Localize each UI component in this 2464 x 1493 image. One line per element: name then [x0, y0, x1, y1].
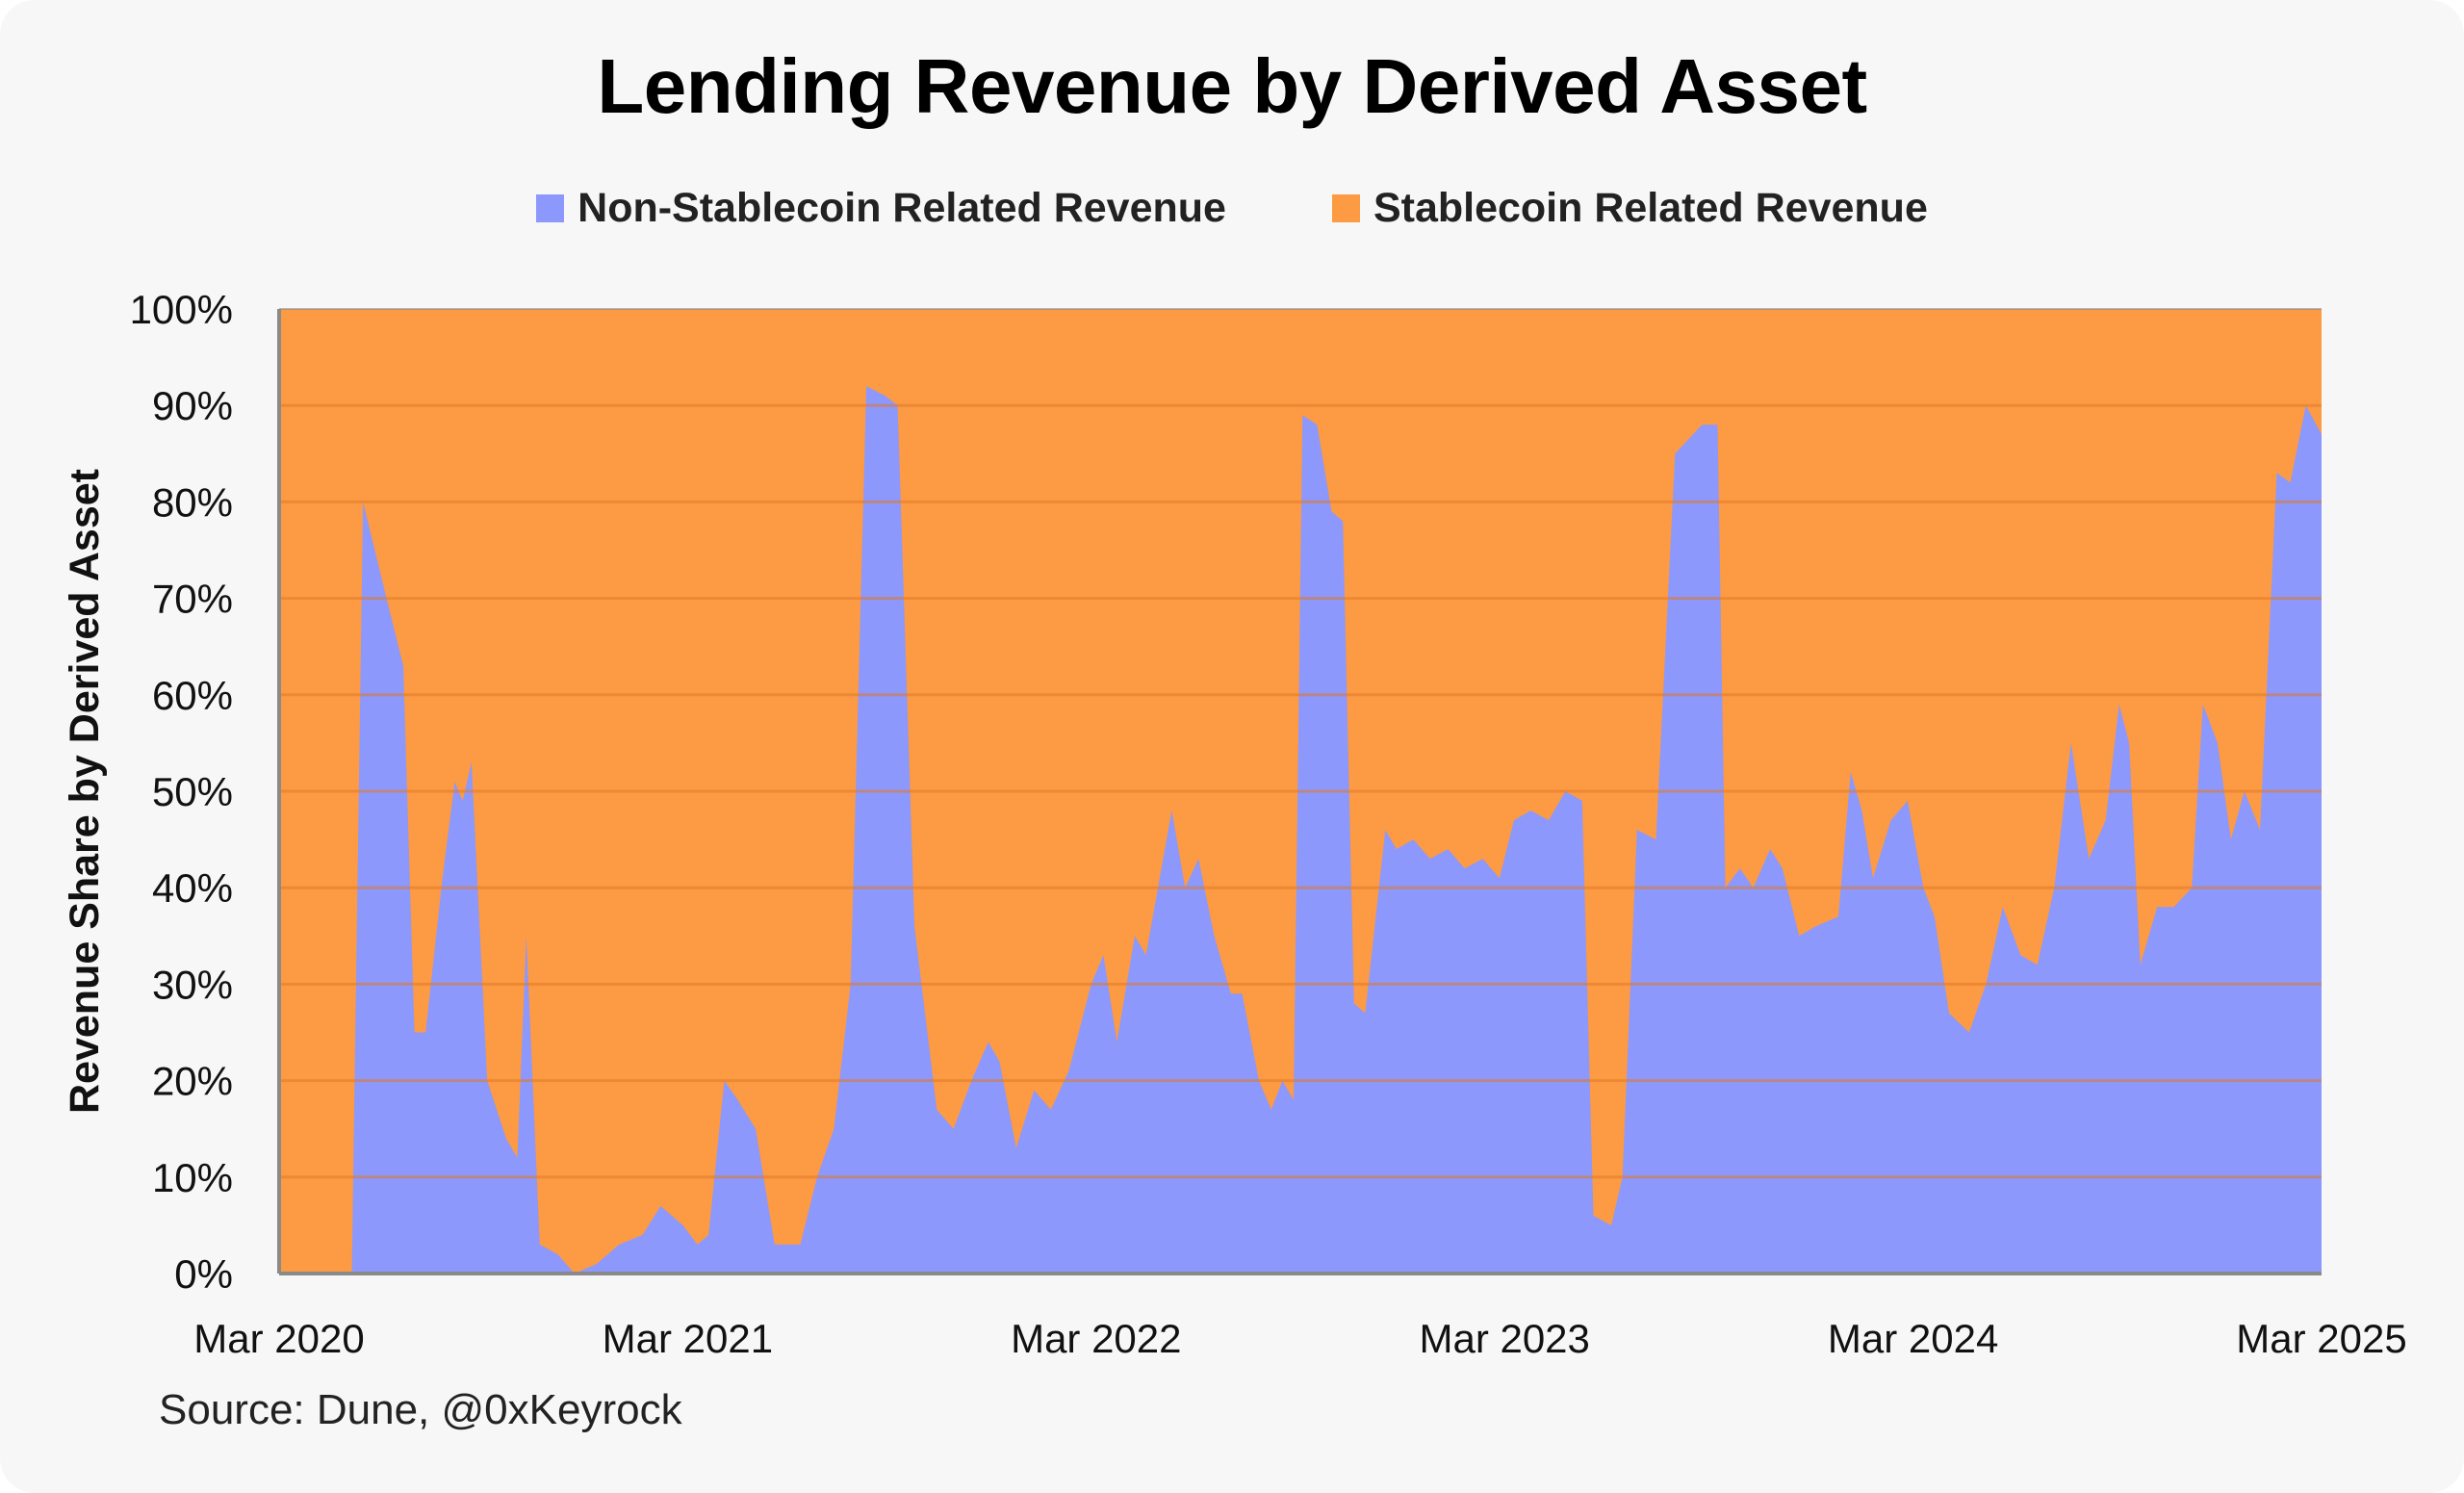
y-tick-label: 90%	[152, 383, 233, 428]
y-tick-label: 60%	[152, 673, 233, 718]
y-tick-label: 40%	[152, 865, 233, 911]
y-axis-title: Revenue Share by Derived Asset	[62, 469, 108, 1114]
y-tick-label: 50%	[152, 769, 233, 814]
y-tick-label: 20%	[152, 1059, 233, 1104]
plot-area: 0% 10% 20% 30% 40% 50% 60% 70% 80% 90% 100% Mar 202…	[130, 287, 2407, 1361]
y-tick-label: 0%	[174, 1251, 233, 1297]
legend-label-non-stablecoin: Non-Stablecoin Related Revenue	[578, 185, 1226, 231]
legend-label-stablecoin: Stablecoin Related Revenue	[1373, 185, 1928, 231]
x-tick-label: Mar 2024	[1828, 1316, 1998, 1361]
x-tick-label: Mar 2022	[1011, 1316, 1181, 1361]
x-tick-label: Mar 2025	[2236, 1316, 2406, 1361]
y-tick-label: 10%	[152, 1155, 233, 1200]
chart-title: Lending Revenue by Derived Asset	[597, 43, 1867, 129]
y-tick-label: 30%	[152, 962, 233, 1007]
legend-item-non-stablecoin: Non-Stablecoin Related Revenue	[536, 185, 1226, 232]
x-tick-label: Mar 2021	[603, 1316, 773, 1361]
chart-legend: Non-Stablecoin Related Revenue Stablecoi…	[0, 185, 2464, 232]
series-area-non-stablecoin	[279, 386, 2322, 1274]
y-tick-label: 100%	[130, 287, 233, 332]
y-tick-label: 70%	[152, 577, 233, 622]
source-note: Source: Dune, @0xKeyrock	[159, 1386, 682, 1433]
legend-swatch-stablecoin	[1331, 194, 1360, 222]
legend-swatch-non-stablecoin	[536, 194, 565, 222]
x-tick-label: Mar 2023	[1419, 1316, 1589, 1361]
legend-item-stablecoin: Stablecoin Related Revenue	[1331, 185, 1928, 232]
y-tick-label: 80%	[152, 479, 233, 525]
x-tick-label: Mar 2020	[193, 1316, 364, 1361]
